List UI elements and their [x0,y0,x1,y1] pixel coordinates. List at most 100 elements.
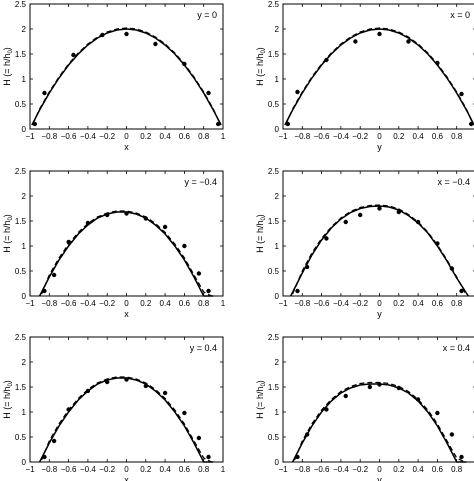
y-axis-label-main: H (= h/h [255,387,265,419]
x-tick-label: −0.6 [61,465,77,474]
data-point [324,236,329,241]
x-tick-label: 0 [124,299,129,308]
y-tick-label: 0.5 [268,100,280,109]
y-tick-label: 0 [275,292,280,301]
y-tick-label: 1 [22,408,27,417]
y-tick-label: 2 [22,192,27,201]
x-tick-label: 0.2 [393,132,405,141]
x-tick-label: −0.8 [41,132,57,141]
panel-label: x = 0 [450,10,470,20]
x-tick-label: 0.4 [160,465,172,474]
data-point [182,243,187,249]
x-tick-label: 0.4 [413,299,425,308]
y-tick-label: 2.5 [268,167,280,176]
x-tick-label: 0.8 [198,299,210,308]
x-tick-label: −0.2 [352,132,368,141]
y-tick-label: 2 [275,25,280,34]
y-axis-label-subscript: 0 [8,217,14,221]
y-axis-label-close: ) [255,214,265,217]
y-tick-label: 1.5 [268,50,280,59]
x-tick-label: −1 [278,465,288,474]
x-tick-label: −0.6 [314,132,330,141]
y-axis-label-main: H (= h/h [2,221,12,253]
data-point [285,121,291,127]
y-axis-label: H (= h/h0) [255,47,267,86]
y-axis-label: H (= h/h0) [2,380,14,419]
y-axis-label-close: ) [2,380,12,383]
data-point [435,410,440,416]
y-tick-label: 0 [22,125,27,134]
data-point [85,220,91,226]
y-axis-label-main: H (= h/h [2,54,12,86]
dashed-curve [40,210,212,297]
y-tick-label: 2 [22,358,27,367]
data-point [162,390,168,396]
x-tick-label: −0.8 [294,465,310,474]
data-point [66,239,71,245]
x-axis-label: y [377,309,382,319]
dashed-curve [293,381,465,463]
x-tick-label: −1 [25,132,35,141]
chart-panel: −1−0.8−0.6−0.4−0.200.20.40.60.8100.511.5… [255,167,474,319]
x-tick-label: 0 [377,299,382,308]
y-tick-label: 0.5 [15,433,27,442]
data-point [124,211,129,216]
data-point [415,397,421,402]
data-point [153,41,158,47]
data-point [295,89,300,95]
x-tick-label: 0.2 [393,299,405,308]
data-point [124,377,129,382]
solid-curve [31,28,222,126]
x-tick-label: 0.6 [179,132,191,141]
y-tick-label: 0.5 [15,100,27,109]
x-tick-label: −0.6 [314,299,330,308]
y-axis-label: H (= h/h0) [255,214,267,253]
x-tick-label: 0.4 [413,465,425,474]
data-point [324,407,329,412]
y-tick-label: 2.5 [268,333,280,342]
y-tick-label: 0 [275,458,280,467]
x-axis-label: x [124,309,129,319]
y-tick-label: 1 [22,75,27,84]
y-tick-label: 0.5 [268,267,280,276]
x-tick-label: −0.2 [99,465,115,474]
x-tick-label: −1 [278,132,288,141]
y-axis-label: H (= h/h0) [2,214,14,253]
panel-label: y = 0.4 [190,343,217,353]
x-tick-label: 0.4 [160,132,172,141]
x-tick-label: −0.6 [61,132,77,141]
solid-curve [38,211,214,297]
y-axis-label-main: H (= h/h [255,54,265,86]
y-axis-label-subscript: 0 [8,383,14,387]
x-tick-label: 0 [377,132,382,141]
x-tick-label: 0.6 [179,299,191,308]
data-point [71,52,76,58]
data-point [143,383,148,389]
data-point [196,435,202,441]
data-point [304,432,310,437]
chart-panel: −1−0.8−0.6−0.4−0.200.20.40.60.8100.511.5… [255,0,474,152]
data-point [435,241,440,246]
data-point [377,382,382,387]
x-tick-label: −0.2 [352,465,368,474]
y-axis-label-main: H (= h/h [255,221,265,253]
data-point [358,212,363,218]
x-tick-label: 0.8 [451,132,463,141]
data-point [435,60,440,66]
x-tick-label: −0.4 [333,132,349,141]
y-axis-label-subscript: 0 [261,217,267,221]
x-tick-label: 0.8 [198,465,210,474]
panel-label: x = −0.4 [437,177,470,187]
plot-frame [282,170,474,297]
x-tick-label: 0.8 [451,465,463,474]
x-tick-label: −0.4 [333,465,349,474]
data-point [105,379,110,385]
y-tick-label: 0 [22,292,27,301]
data-point [100,32,105,38]
data-point [206,90,211,96]
solid-curve [38,377,214,463]
x-tick-label: 0 [124,465,129,474]
x-tick-label: 1 [221,299,226,308]
